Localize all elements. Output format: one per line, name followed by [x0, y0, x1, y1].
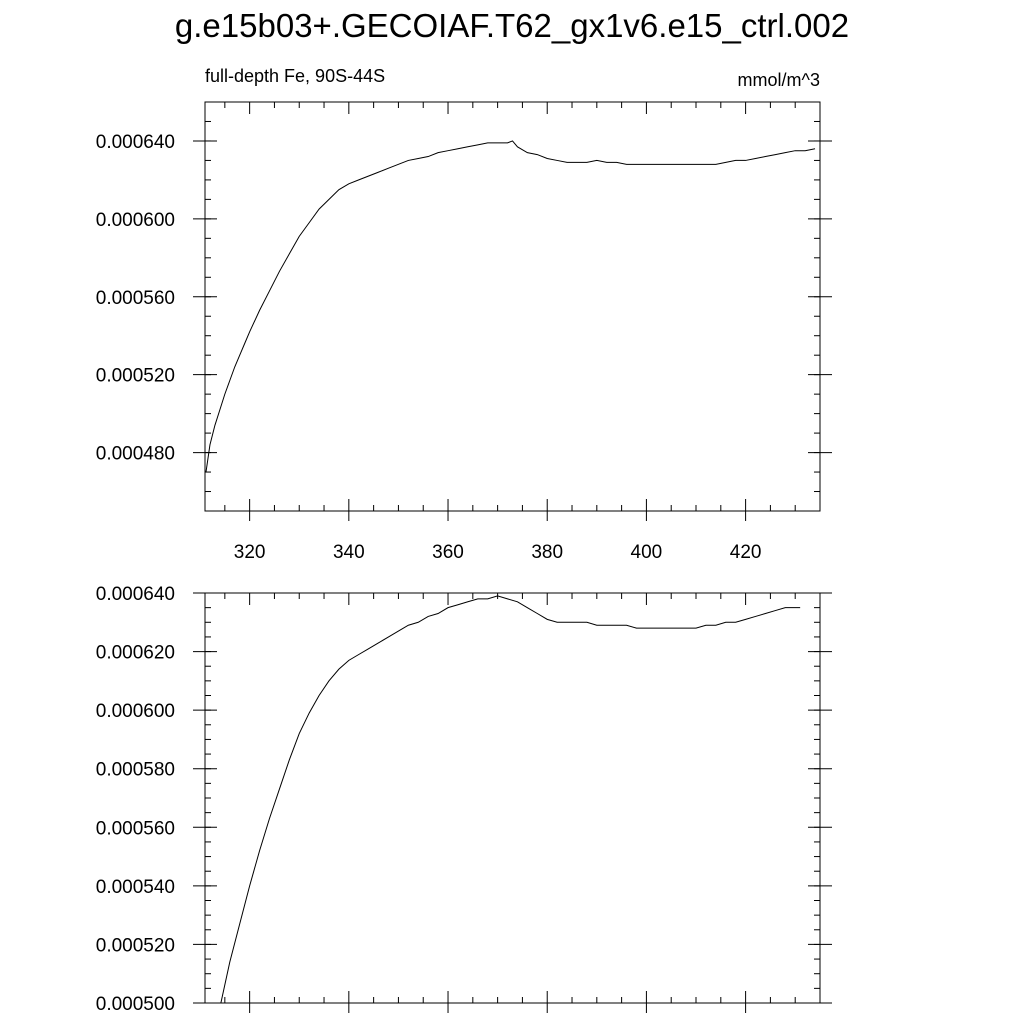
- y-tick-label: 0.000560: [96, 288, 175, 309]
- series-line: [205, 140, 816, 473]
- x-tick-label: 420: [730, 542, 762, 563]
- chart-units-label: mmol/m^3: [738, 70, 820, 90]
- y-tick-label: 0.000540: [96, 877, 175, 898]
- x-tick-label: 400: [631, 542, 663, 563]
- y-tick-label: 0.000520: [96, 935, 175, 956]
- y-tick-label: 0.000480: [96, 444, 175, 465]
- panel-top: full-depth Fe, 90S-44S mmol/m^3 0.000480…: [96, 66, 832, 563]
- plot-frame: [204, 101, 821, 512]
- series-line: [220, 595, 801, 1004]
- x-tick-label: 320: [234, 542, 266, 563]
- y-tick-label: 0.000600: [96, 701, 175, 722]
- x-tick-label: 360: [432, 542, 464, 563]
- x-tick-label: 380: [531, 542, 563, 563]
- y-tick-label: 0.000580: [96, 760, 175, 781]
- page-title: g.e15b03+.GECOIAF.T62_gx1v6.e15_ctrl.002: [175, 7, 849, 44]
- y-tick-label: 0.000520: [96, 366, 175, 387]
- y-tick-label: 0.000560: [96, 818, 175, 839]
- panel-bottom: 0.000640 0.000620 0.000600 0.000580 0.000560…: [96, 584, 832, 1015]
- y-tick-label: 0.000500: [96, 994, 175, 1015]
- y-tick-label: 0.000600: [96, 210, 175, 231]
- y-tick-label: 0.000620: [96, 643, 175, 664]
- plot-frame: [204, 592, 821, 1004]
- y-tick-label: 0.000640: [96, 132, 175, 153]
- chart-subtitle-left: full-depth Fe, 90S-44S: [205, 66, 385, 86]
- y-tick-label: 0.000640: [96, 584, 175, 605]
- x-tick-label: 340: [333, 542, 365, 563]
